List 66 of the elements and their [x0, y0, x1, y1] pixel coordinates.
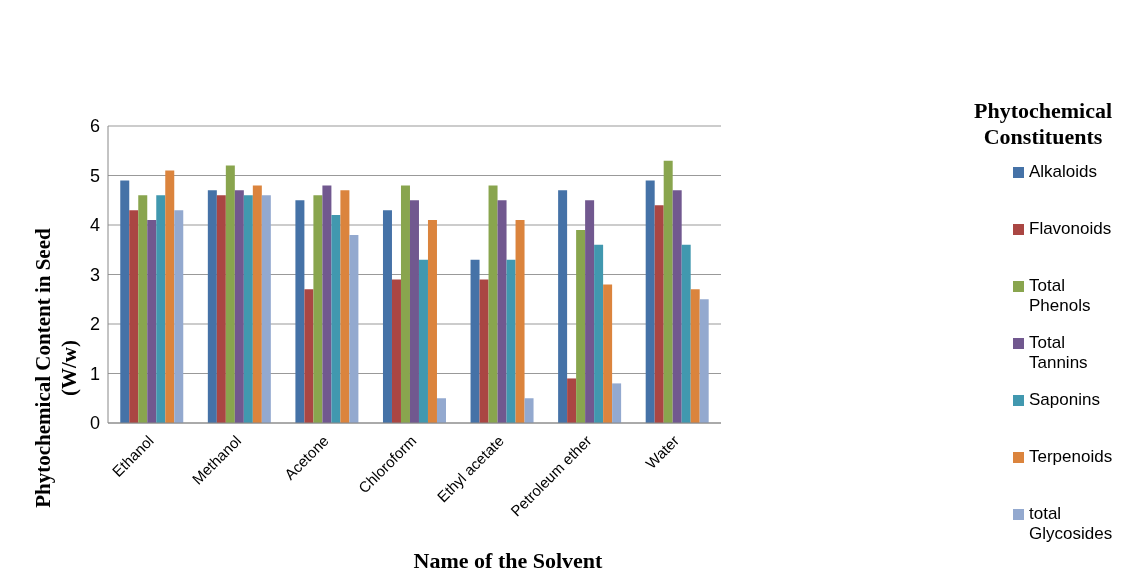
bar	[558, 190, 568, 423]
y-tick-label: 3	[89, 264, 100, 285]
legend-label: Saponins	[1029, 390, 1101, 410]
bar	[304, 289, 314, 423]
bar	[313, 195, 323, 423]
bar	[506, 259, 516, 423]
bar	[488, 185, 498, 423]
bar	[174, 210, 184, 423]
bar	[129, 210, 139, 423]
legend-label: Terpenoids	[1029, 447, 1114, 467]
bar	[681, 244, 691, 423]
y-tick-label: 4	[89, 215, 100, 236]
bar	[418, 259, 428, 423]
y-tick-label: 1	[89, 363, 100, 384]
bar	[690, 289, 700, 423]
bar	[138, 195, 148, 423]
bar	[147, 220, 157, 423]
bar	[120, 180, 130, 423]
bar	[243, 195, 253, 423]
bar	[436, 398, 446, 423]
bar	[409, 200, 419, 423]
bar	[699, 299, 709, 423]
bar	[216, 195, 226, 423]
bar	[427, 220, 437, 423]
bar	[400, 185, 410, 423]
bar	[524, 398, 534, 423]
bar	[349, 234, 359, 423]
bar	[340, 190, 350, 423]
bar	[165, 170, 175, 423]
bar	[576, 229, 586, 423]
y-tick-label: 2	[89, 314, 100, 335]
bar	[663, 160, 673, 423]
bar	[672, 190, 682, 423]
bar	[603, 284, 613, 423]
bar	[207, 190, 217, 423]
bar	[479, 279, 489, 423]
bar	[252, 185, 262, 423]
bar	[156, 195, 166, 423]
bar	[261, 195, 271, 423]
y-tick-label: 6	[89, 116, 100, 137]
bar	[470, 259, 480, 423]
bar	[331, 215, 341, 423]
legend-label: Total Phenols	[1029, 276, 1092, 316]
bar	[234, 190, 244, 423]
legend-label: total Glycosides	[1029, 504, 1114, 544]
y-tick-label: 0	[89, 413, 100, 434]
bar	[391, 279, 401, 423]
bar	[322, 185, 332, 423]
bar	[612, 383, 622, 423]
legend-label: Alkaloids	[1029, 162, 1099, 182]
legend-label: Flavonoids	[1029, 219, 1113, 239]
bar	[654, 205, 664, 423]
bar	[295, 200, 305, 423]
x-axis-title: Name of the Solvent	[412, 548, 604, 573]
bar	[382, 210, 392, 423]
bar	[497, 200, 507, 423]
bar	[585, 200, 595, 423]
bar	[225, 165, 235, 423]
y-tick-label: 5	[89, 165, 100, 186]
bar	[645, 180, 655, 423]
bar	[594, 244, 604, 423]
bar	[567, 378, 577, 423]
bar	[515, 220, 525, 423]
legend-title: Phytochemical Constituents	[972, 98, 1114, 150]
legend-label: Total Tannins	[1029, 333, 1089, 373]
y-axis-title: Phytochemical Content in Seed (W/w)	[30, 227, 82, 510]
